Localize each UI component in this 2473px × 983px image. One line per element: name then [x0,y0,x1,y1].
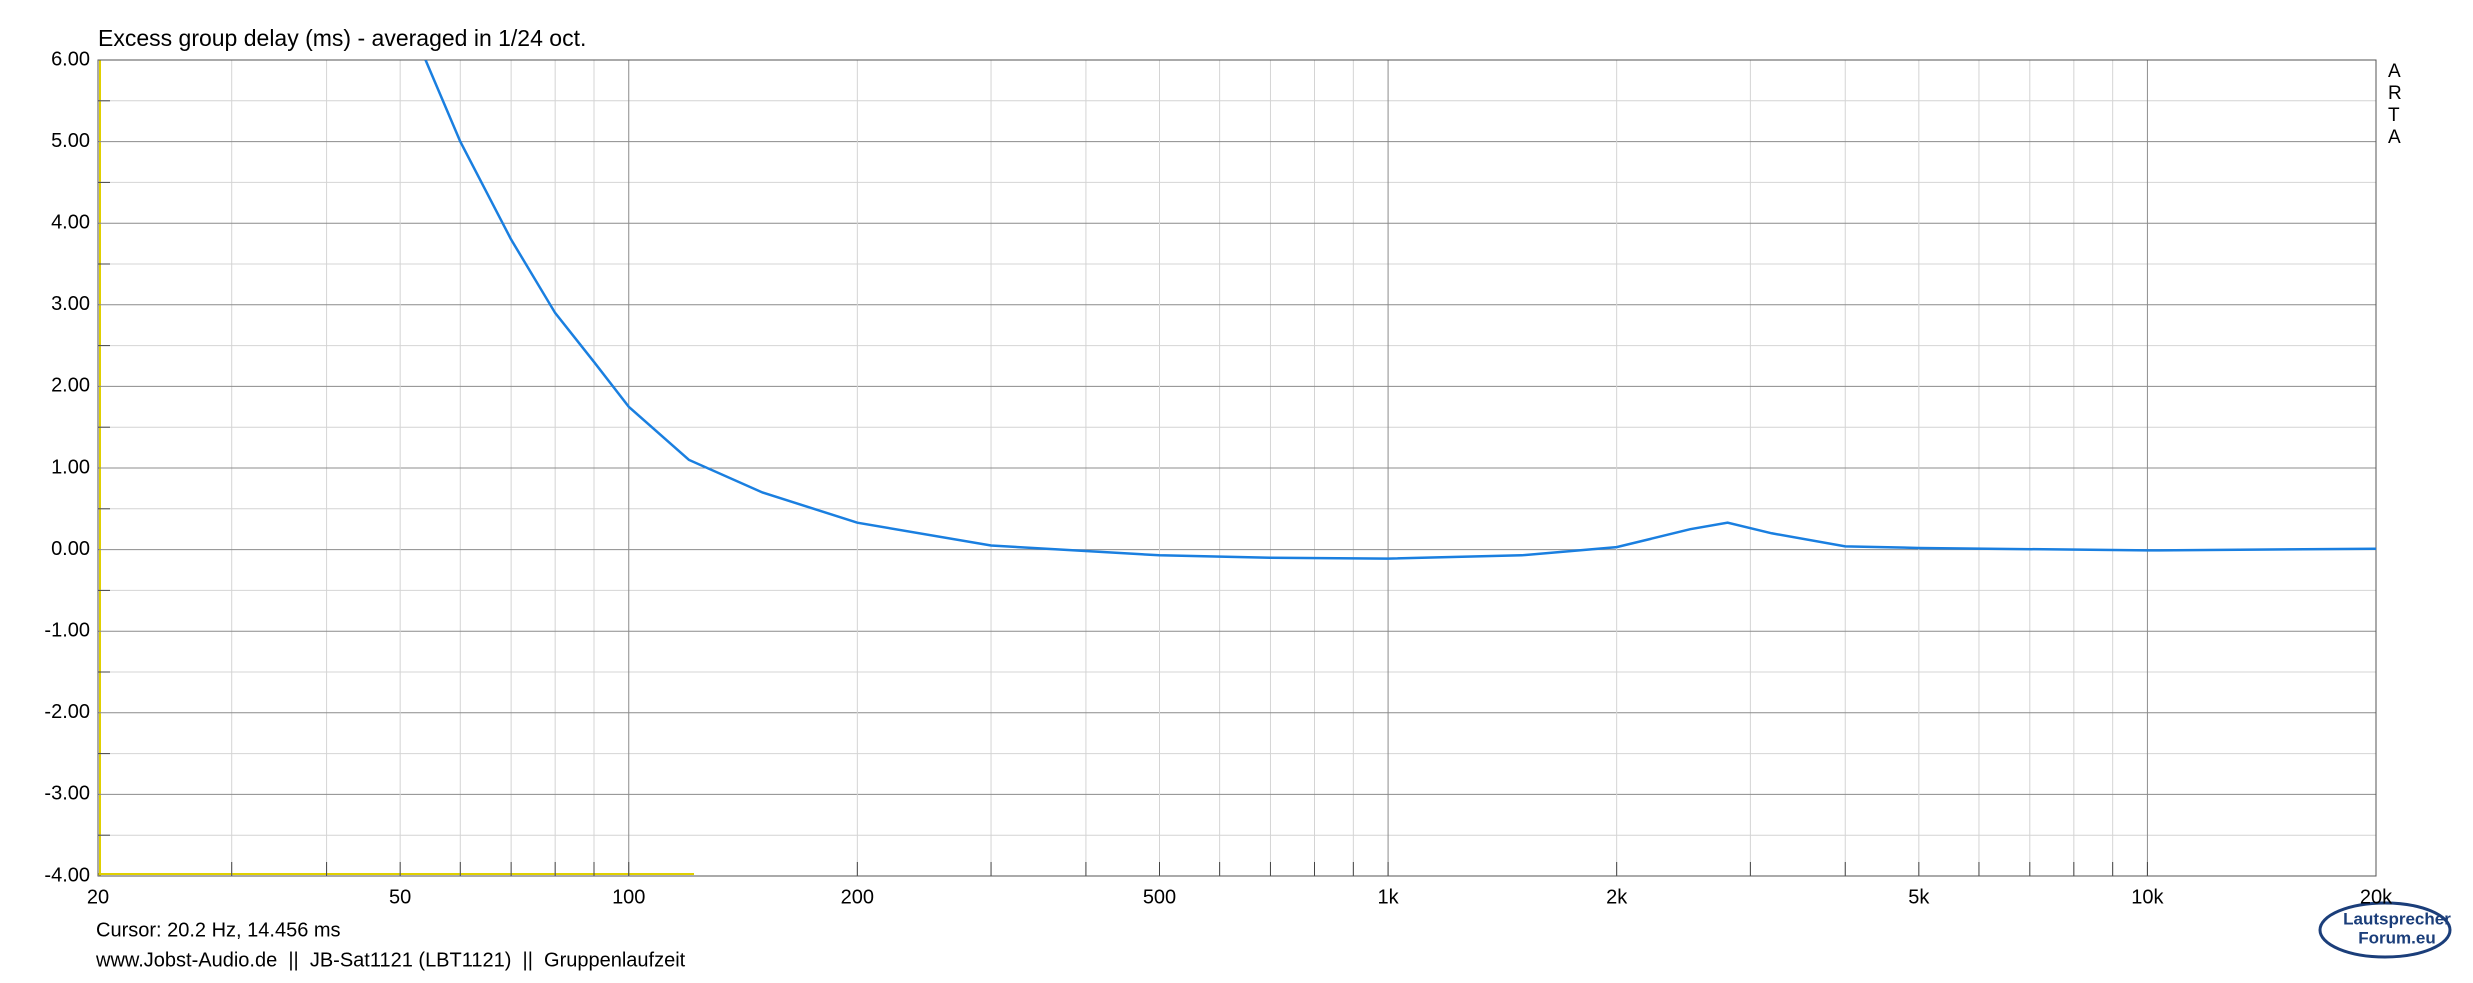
brand-letter: A [2388,127,2401,148]
y-tick-label: -4.00 [44,864,90,886]
y-tick-label: 0.00 [51,538,90,560]
chart-title: Excess group delay (ms) - averaged in 1/… [98,25,586,51]
y-tick-label: -1.00 [44,619,90,641]
y-tick-label: 4.00 [51,211,90,233]
brand-letter: A [2388,61,2401,82]
logo: Lautsprecher Forum.eu [2318,901,2452,959]
x-tick-label: 2k [1606,886,1628,908]
y-tick-label: 3.00 [51,293,90,315]
data-line [424,60,2376,560]
y-tick-label: -2.00 [44,701,90,723]
brand-letter: T [2388,105,2400,126]
logo-text: Forum.eu [2358,928,2435,947]
brand-letter: R [2388,83,2402,104]
x-tick-label: 10k [2131,886,2164,908]
x-tick-label: 20k [2360,886,2393,908]
logo-text: Lautsprecher [2343,909,2451,928]
footer: www.Jobst-Audio.de || JB-Sat1121 (LBT112… [95,949,686,971]
cursor-readout: Cursor: 20.2 Hz, 14.456 ms [96,919,341,941]
x-tick-label: 20 [87,886,109,908]
x-tick-label: 1k [1378,886,1400,908]
y-tick-label: 2.00 [51,375,90,397]
x-tick-label: 50 [389,886,411,908]
y-tick-label: 5.00 [51,130,90,152]
y-tick-label: 1.00 [51,456,90,478]
x-tick-label: 5k [1908,886,1930,908]
x-tick-label: 100 [612,886,645,908]
x-tick-label: 500 [1143,886,1176,908]
plot-frame [97,59,2377,877]
logo-ring [2318,901,2452,959]
y-tick-label: -3.00 [44,783,90,805]
y-tick-label: 6.00 [51,48,90,70]
x-tick-label: 200 [841,886,874,908]
